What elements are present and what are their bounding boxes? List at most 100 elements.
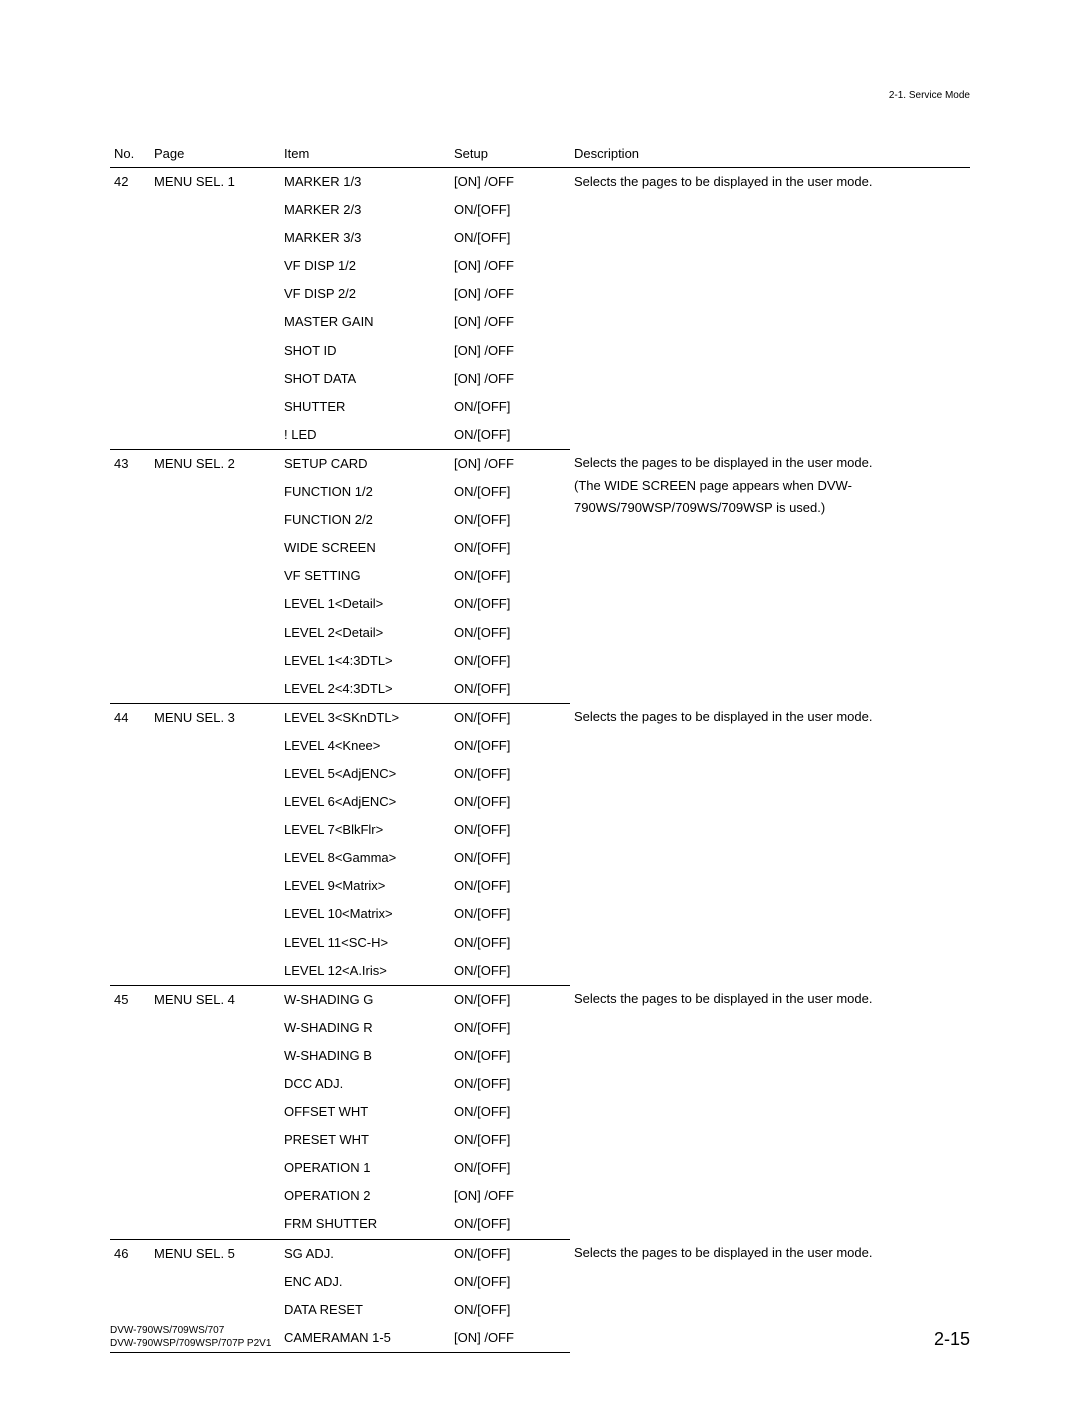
cell-item: OFFSET WHT xyxy=(280,1098,450,1126)
cell-no xyxy=(110,590,150,618)
cell-setup: ON/[OFF] xyxy=(450,957,570,986)
table-row: 43MENU SEL. 2SETUP CARD[ON] /OFFSelects … xyxy=(110,449,970,478)
cell-no xyxy=(110,1182,150,1210)
cell-setup: ON/[OFF] xyxy=(450,647,570,675)
table-row: 42MENU SEL. 1MARKER 1/3[ON] /OFFSelects … xyxy=(110,168,970,197)
cell-page xyxy=(150,1182,280,1210)
cell-item: SHUTTER xyxy=(280,393,450,421)
cell-setup: [ON] /OFF xyxy=(450,252,570,280)
cell-item: VF DISP 2/2 xyxy=(280,280,450,308)
cell-item: LEVEL 3<SKnDTL> xyxy=(280,703,450,732)
table-row: 45MENU SEL. 4W-SHADING GON/[OFF]Selects … xyxy=(110,985,970,1014)
cell-no xyxy=(110,365,150,393)
cell-setup: ON/[OFF] xyxy=(450,562,570,590)
cell-item: W-SHADING G xyxy=(280,985,450,1014)
cell-item: OPERATION 2 xyxy=(280,1182,450,1210)
cell-page xyxy=(150,478,280,506)
cell-no xyxy=(110,562,150,590)
cell-item: SETUP CARD xyxy=(280,449,450,478)
cell-item: LEVEL 4<Knee> xyxy=(280,732,450,760)
cell-no xyxy=(110,1098,150,1126)
cell-no xyxy=(110,844,150,872)
cell-page xyxy=(150,224,280,252)
cell-no xyxy=(110,619,150,647)
cell-item: LEVEL 12<A.Iris> xyxy=(280,957,450,986)
cell-page xyxy=(150,732,280,760)
cell-page xyxy=(150,1070,280,1098)
cell-item: DCC ADJ. xyxy=(280,1070,450,1098)
cell-page xyxy=(150,421,280,450)
cell-page: MENU SEL. 2 xyxy=(150,449,280,478)
cell-no xyxy=(110,732,150,760)
cell-no: 42 xyxy=(110,168,150,197)
cell-page xyxy=(150,337,280,365)
cell-item: DATA RESET xyxy=(280,1296,450,1324)
cell-no xyxy=(110,421,150,450)
cell-setup: ON/[OFF] xyxy=(450,703,570,732)
cell-page: MENU SEL. 3 xyxy=(150,703,280,732)
cell-no xyxy=(110,872,150,900)
cell-setup: ON/[OFF] xyxy=(450,872,570,900)
cell-item: VF SETTING xyxy=(280,562,450,590)
cell-item: LEVEL 9<Matrix> xyxy=(280,872,450,900)
cell-desc: Selects the pages to be displayed in the… xyxy=(570,985,970,1239)
cell-no xyxy=(110,1296,150,1324)
cell-page xyxy=(150,252,280,280)
cell-item: MARKER 1/3 xyxy=(280,168,450,197)
cell-page xyxy=(150,872,280,900)
cell-no xyxy=(110,506,150,534)
cell-no: 45 xyxy=(110,985,150,1014)
cell-no xyxy=(110,1042,150,1070)
cell-setup: ON/[OFF] xyxy=(450,788,570,816)
cell-no xyxy=(110,900,150,928)
footer-left: DVW-790WS/709WS/707 DVW-790WSP/709WSP/70… xyxy=(110,1324,271,1350)
cell-setup: ON/[OFF] xyxy=(450,478,570,506)
cell-no xyxy=(110,1154,150,1182)
cell-setup: ON/[OFF] xyxy=(450,760,570,788)
cell-page xyxy=(150,196,280,224)
cell-setup: ON/[OFF] xyxy=(450,421,570,450)
cell-setup: ON/[OFF] xyxy=(450,929,570,957)
cell-page xyxy=(150,1268,280,1296)
cell-page xyxy=(150,365,280,393)
cell-desc: Selects the pages to be displayed in the… xyxy=(570,449,970,703)
cell-no xyxy=(110,788,150,816)
cell-page xyxy=(150,308,280,336)
col-item: Item xyxy=(280,140,450,168)
cell-no xyxy=(110,478,150,506)
cell-item: CAMERAMAN 1-5 xyxy=(280,1324,450,1353)
cell-setup: ON/[OFF] xyxy=(450,1154,570,1182)
cell-setup: ON/[OFF] xyxy=(450,675,570,704)
cell-page xyxy=(150,900,280,928)
section-header: 2-1. Service Mode xyxy=(889,90,970,101)
cell-page xyxy=(150,1014,280,1042)
cell-setup: [ON] /OFF xyxy=(450,365,570,393)
cell-page xyxy=(150,393,280,421)
cell-item: LEVEL 6<AdjENC> xyxy=(280,788,450,816)
cell-setup: ON/[OFF] xyxy=(450,1014,570,1042)
col-no: No. xyxy=(110,140,150,168)
cell-desc: Selects the pages to be displayed in the… xyxy=(570,1239,970,1352)
cell-setup: ON/[OFF] xyxy=(450,1296,570,1324)
cell-page xyxy=(150,788,280,816)
cell-setup: [ON] /OFF xyxy=(450,308,570,336)
cell-no xyxy=(110,675,150,704)
cell-item: LEVEL 10<Matrix> xyxy=(280,900,450,928)
cell-page xyxy=(150,929,280,957)
cell-item: FUNCTION 2/2 xyxy=(280,506,450,534)
cell-setup: [ON] /OFF xyxy=(450,280,570,308)
cell-setup: ON/[OFF] xyxy=(450,1126,570,1154)
footer-pagenum: 2-15 xyxy=(934,1329,970,1350)
cell-no xyxy=(110,1210,150,1239)
cell-item: LEVEL 8<Gamma> xyxy=(280,844,450,872)
cell-page xyxy=(150,590,280,618)
cell-page xyxy=(150,562,280,590)
cell-item: MARKER 2/3 xyxy=(280,196,450,224)
cell-item: SHOT DATA xyxy=(280,365,450,393)
cell-page xyxy=(150,1098,280,1126)
cell-item: MASTER GAIN xyxy=(280,308,450,336)
cell-no xyxy=(110,252,150,280)
cell-setup: [ON] /OFF xyxy=(450,449,570,478)
cell-setup: ON/[OFF] xyxy=(450,1070,570,1098)
cell-no xyxy=(110,647,150,675)
